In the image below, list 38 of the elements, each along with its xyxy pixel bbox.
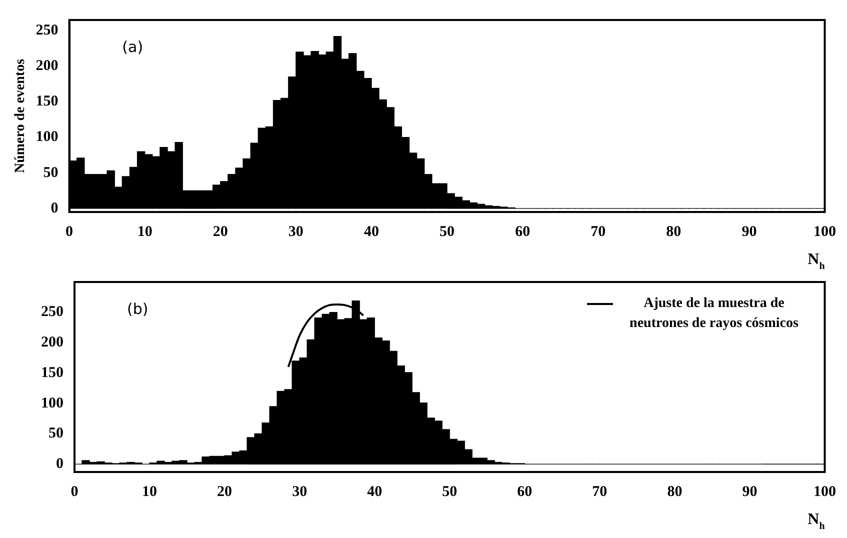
y-tick-label: 50 (48, 426, 64, 442)
y-tick-label: 150 (41, 364, 64, 381)
x-tick-label: 20 (212, 224, 228, 240)
y-tick-label: 150 (36, 94, 58, 110)
x-tick-label: 80 (667, 484, 682, 500)
x-tick-label: 40 (367, 484, 382, 500)
y-tick-label: 100 (36, 129, 58, 146)
x-tick-label: 40 (364, 224, 379, 240)
y-tick-label: 250 (41, 304, 64, 320)
y-tick-label: 50 (43, 164, 58, 181)
x-tick-label: 10 (137, 224, 152, 240)
x-tick-label: 30 (292, 484, 308, 500)
x-tick-label: 80 (666, 224, 682, 240)
y-tick-label: 0 (50, 200, 58, 216)
x-tick-label: 90 (742, 484, 758, 500)
annotation: (a) (122, 38, 144, 56)
x-tick-label: 50 (442, 484, 458, 500)
y-tick-label: 100 (41, 395, 64, 412)
x-tick-label: 0 (70, 484, 78, 500)
y-tick-label: 200 (36, 58, 58, 74)
x-tick-label: 10 (142, 484, 158, 500)
y-tick-label: 200 (41, 334, 64, 351)
y-tick-label: 250 (36, 22, 58, 39)
x-tick-label: 50 (440, 224, 455, 240)
x-tick-label: 100 (814, 224, 836, 240)
x-tick-label: 100 (814, 484, 836, 500)
x-tick-label: 70 (590, 224, 606, 240)
x-tick-label: 60 (517, 484, 532, 500)
x-tick-label: 0 (66, 224, 74, 240)
annotation: (b) (127, 300, 148, 318)
x-tick-label: 70 (592, 484, 608, 500)
x-tick-label: 20 (217, 484, 232, 500)
x-tick-label: 60 (515, 224, 530, 240)
y-axis-title: Número de eventos (13, 58, 28, 174)
x-tick-label: 90 (742, 224, 757, 240)
y-tick-label: 0 (56, 456, 64, 472)
x-tick-label: 30 (288, 224, 304, 240)
legend-label: Ajuste de la muestra de neutrones de rayos cósmicos (619, 294, 809, 334)
